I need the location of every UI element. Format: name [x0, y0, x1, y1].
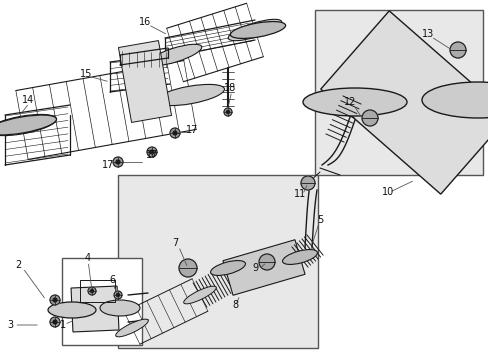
Bar [314, 10, 482, 175]
Text: 13: 13 [421, 29, 433, 39]
Circle shape [179, 259, 197, 277]
Circle shape [301, 176, 314, 190]
Ellipse shape [0, 115, 57, 135]
Text: 10: 10 [381, 187, 393, 197]
Text: 11: 11 [293, 189, 305, 199]
Circle shape [113, 157, 123, 167]
Circle shape [116, 293, 119, 297]
Bar [118, 175, 317, 348]
Circle shape [259, 254, 274, 270]
Text: 15: 15 [80, 69, 92, 79]
Ellipse shape [228, 19, 281, 41]
Circle shape [114, 291, 122, 299]
Text: 5: 5 [316, 215, 323, 225]
Text: 3: 3 [7, 320, 13, 330]
Polygon shape [320, 11, 488, 194]
Circle shape [226, 111, 229, 113]
Text: 17: 17 [145, 150, 158, 160]
Circle shape [170, 128, 180, 138]
Ellipse shape [421, 82, 488, 118]
Ellipse shape [155, 84, 224, 105]
Polygon shape [118, 41, 171, 122]
Text: 7: 7 [171, 238, 178, 248]
Circle shape [150, 150, 154, 154]
Ellipse shape [148, 44, 202, 66]
Ellipse shape [183, 286, 216, 304]
Circle shape [116, 160, 120, 164]
Circle shape [449, 42, 465, 58]
Ellipse shape [48, 302, 96, 318]
Text: 17: 17 [185, 125, 198, 135]
Polygon shape [71, 286, 119, 332]
Bar [62, 258, 142, 345]
Ellipse shape [282, 249, 317, 265]
Text: 18: 18 [224, 83, 236, 93]
Circle shape [224, 108, 231, 116]
Ellipse shape [0, 114, 57, 136]
Ellipse shape [210, 261, 245, 275]
Text: 2: 2 [15, 260, 21, 270]
Ellipse shape [100, 300, 140, 316]
Text: 17: 17 [102, 160, 114, 170]
Text: 6: 6 [109, 275, 115, 285]
Circle shape [90, 289, 93, 293]
Text: 9: 9 [251, 263, 258, 273]
Text: 12: 12 [343, 97, 355, 107]
Circle shape [53, 320, 57, 324]
Circle shape [88, 287, 96, 295]
Ellipse shape [303, 88, 406, 116]
Ellipse shape [230, 22, 285, 39]
Circle shape [361, 110, 377, 126]
Text: 8: 8 [231, 300, 238, 310]
Circle shape [50, 317, 60, 327]
Bar [80, 280, 115, 302]
Text: 16: 16 [139, 17, 151, 27]
Circle shape [53, 298, 57, 302]
Text: 1: 1 [60, 320, 66, 330]
Circle shape [173, 131, 177, 135]
Circle shape [147, 147, 157, 157]
Text: 4: 4 [85, 253, 91, 263]
Polygon shape [223, 240, 305, 295]
Text: 14: 14 [22, 95, 34, 105]
Circle shape [50, 295, 60, 305]
Ellipse shape [116, 319, 148, 337]
